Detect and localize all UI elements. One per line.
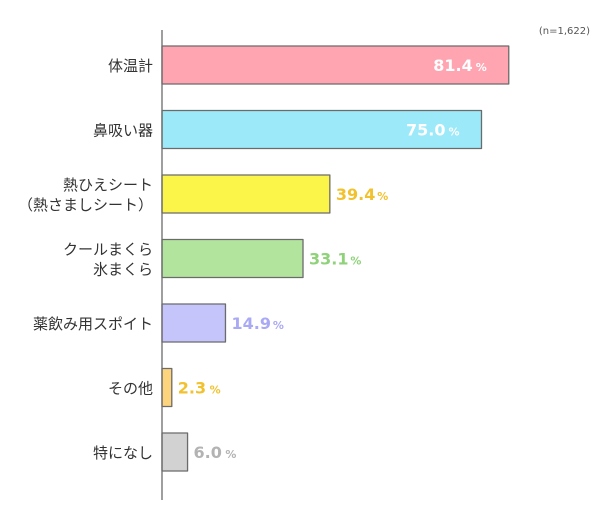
value-unit: % bbox=[377, 190, 388, 203]
bar bbox=[161, 432, 189, 472]
value-unit: % bbox=[273, 319, 284, 332]
bar bbox=[161, 174, 331, 214]
value-unit: % bbox=[350, 255, 361, 268]
value-label: 81.4 bbox=[433, 56, 472, 75]
value-label: 6.0 bbox=[194, 443, 222, 462]
category-label: 熱ひえシート bbox=[63, 176, 153, 194]
bar bbox=[161, 303, 227, 343]
value-label: 75.0 bbox=[406, 121, 445, 140]
value-unit: % bbox=[449, 126, 460, 139]
value-unit: % bbox=[225, 448, 236, 461]
value-label: 33.1 bbox=[309, 250, 348, 269]
value-label: 39.4 bbox=[336, 185, 375, 204]
value-label: 14.9 bbox=[231, 314, 270, 333]
category-label: 薬飲み用スポイト bbox=[33, 315, 153, 333]
value-label: 2.3 bbox=[178, 379, 206, 398]
category-label: その他 bbox=[108, 380, 153, 398]
category-label: 体温計 bbox=[108, 57, 153, 75]
bar bbox=[161, 109, 483, 150]
bar bbox=[161, 45, 510, 85]
value-unit: % bbox=[210, 384, 221, 397]
bar bbox=[161, 238, 304, 279]
sample-size-note: (n=1,622) bbox=[538, 26, 590, 37]
category-label: 鼻吸い器 bbox=[93, 122, 153, 140]
category-label: （熱さましシート） bbox=[18, 196, 153, 214]
bar bbox=[161, 367, 173, 408]
category-label: クールまくら bbox=[63, 241, 153, 259]
category-label: 氷まくら bbox=[93, 261, 153, 279]
value-unit: % bbox=[476, 61, 487, 74]
category-label: 特になし bbox=[93, 444, 153, 462]
